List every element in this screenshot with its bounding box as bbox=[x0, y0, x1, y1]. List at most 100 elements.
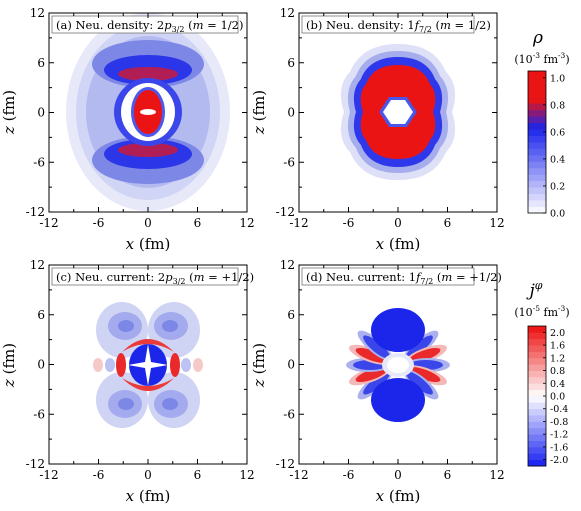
y-tick-label: 6 bbox=[37, 308, 45, 322]
colorbar-jphi-ticks: 2.0 1.61.2 0.8 0.4 0.0-0.4 -0.8 -1.2-1.6 -2.0 bbox=[543, 328, 568, 466]
panel-c-lobe-ur-core bbox=[162, 320, 178, 332]
x-tick-label: 0 bbox=[394, 216, 402, 230]
colorbar-swatch bbox=[528, 389, 546, 397]
panel-c-red-left bbox=[116, 353, 126, 377]
colorbar-swatch bbox=[528, 180, 546, 188]
panel-a: (a) Neu. density: 2p3/2 (m = 1/2) -12 -6 0… bbox=[0, 6, 255, 253]
panel-a-ylabel: z (fm) bbox=[0, 90, 18, 135]
y-tick-label: 0 bbox=[287, 358, 295, 372]
panel-d-heatmap bbox=[346, 308, 450, 422]
colorbar-swatch bbox=[528, 103, 546, 111]
colorbar-swatch bbox=[528, 326, 546, 333]
colorbar-swatch bbox=[528, 109, 546, 117]
colorbar-rho-frame bbox=[527, 70, 547, 214]
panel-c-lobe-lr-core bbox=[162, 398, 178, 410]
colorbar-swatch bbox=[528, 187, 546, 195]
colorbar-tick-label: 1.6 bbox=[550, 341, 565, 352]
x-tick-label: 12 bbox=[239, 216, 254, 230]
panel-b-xlabel: x (fm) bbox=[376, 235, 421, 253]
colorbar-swatch bbox=[528, 446, 546, 454]
x-tick-label: -12 bbox=[39, 468, 58, 482]
colorbar-swatch bbox=[528, 129, 546, 136]
colorbar-tick-label: 0.8 bbox=[550, 100, 565, 111]
colorbar-swatch bbox=[528, 415, 546, 422]
panel-c-side-right-blue bbox=[181, 358, 191, 372]
x-tick-label: 0 bbox=[144, 468, 152, 482]
colorbar-swatch bbox=[528, 148, 546, 156]
panel-b-ticks: -12 -6 0 6 12 -12 -6 0 6 12 bbox=[276, 6, 505, 230]
x-tick-label: -12 bbox=[39, 216, 58, 230]
y-tick-label: 12 bbox=[280, 258, 295, 272]
colorbar-jphi: jφ (10-5 fm-3) 2.0 1.61.2 0.8 0.4 0.0-0.4 -0.… bbox=[514, 279, 570, 467]
panel-d-ray bbox=[357, 330, 393, 361]
colorbar-swatch bbox=[528, 200, 546, 207]
panel-d-ray bbox=[403, 369, 439, 400]
colorbar-swatch bbox=[528, 83, 546, 91]
y-tick-label: 12 bbox=[30, 258, 45, 272]
panel-b: (b) Neu. density: 1f7/2 (m = 1/2) -12 -6 0… bbox=[250, 6, 505, 253]
panel-d-ray bbox=[405, 365, 448, 386]
panel-a-title: (a) Neu. density: 2p3/2 (m = 1/2) bbox=[56, 18, 243, 34]
panel-d: (d) Neu. current: 1f7/2 (m = +1/2) -12 -6… bbox=[250, 258, 505, 505]
y-tick-label: 0 bbox=[287, 106, 295, 120]
colorbar-swatch bbox=[528, 122, 546, 130]
panel-c: (c) Neu. current: 2p3/2 (m = +1/2) -12 -6… bbox=[0, 258, 255, 505]
colorbar-swatch bbox=[528, 71, 546, 78]
panel-c-red-arc-top bbox=[122, 339, 174, 352]
colorbar-jphi-swatches bbox=[528, 326, 546, 467]
colorbar-swatch bbox=[528, 383, 546, 391]
panel-d-ray bbox=[357, 369, 393, 400]
colorbar-rho-ticks: 0.0 0.2 0.4 0.6 0.8 1.0 bbox=[543, 73, 565, 220]
panel-c-core-cross bbox=[128, 344, 168, 386]
colorbar-swatch bbox=[528, 396, 546, 403]
colorbar-tick-label: 0.2 bbox=[550, 181, 565, 192]
panel-c-title-box bbox=[51, 267, 239, 286]
panel-c-ylabel: z (fm) bbox=[0, 343, 18, 388]
colorbar-tick-label: -0.8 bbox=[550, 417, 568, 428]
colorbar-tick-label: -2.0 bbox=[550, 455, 568, 466]
panel-b-ylabel: z (fm) bbox=[250, 90, 268, 135]
panel-d-ray-core bbox=[363, 335, 390, 359]
x-tick-label: 12 bbox=[489, 468, 504, 482]
colorbar-tick-label: 1.2 bbox=[550, 353, 565, 364]
y-tick-label: -12 bbox=[276, 205, 295, 219]
panel-d-ray-core bbox=[406, 335, 433, 359]
y-tick-label: -6 bbox=[283, 155, 295, 169]
panel-a-xlabel: x (fm) bbox=[126, 235, 171, 253]
panel-d-ylabel: z (fm) bbox=[250, 343, 268, 388]
panel-b-heatmap bbox=[340, 44, 456, 180]
panel-d-top-lobe bbox=[371, 308, 425, 352]
panel-c-red-right bbox=[170, 353, 180, 377]
panel-d-ray-core bbox=[355, 347, 388, 363]
colorbar-tick-label: -1.2 bbox=[550, 430, 568, 441]
colorbar-swatch bbox=[528, 364, 546, 371]
panel-c-side-left-red bbox=[93, 358, 103, 372]
colorbar-swatch bbox=[528, 77, 546, 85]
colorbar-rho: ρ (10-3 fm-3) 0.0 0.2 0.4 0.6 0.8 1.0 bbox=[514, 28, 569, 220]
colorbar-tick-label: 0.0 bbox=[550, 392, 565, 403]
colorbar-jphi-symbol: jφ bbox=[526, 279, 543, 301]
colorbar-swatch bbox=[528, 370, 546, 378]
panel-c-title: (c) Neu. current: 2p3/2 (m = +1/2) bbox=[56, 270, 254, 286]
colorbar-tick-label: 0.0 bbox=[550, 209, 565, 220]
colorbar-swatch bbox=[528, 174, 546, 182]
colorbar-swatch bbox=[528, 434, 546, 441]
x-tick-label: 6 bbox=[194, 216, 202, 230]
colorbar-swatch bbox=[528, 402, 546, 410]
panel-d-title-box bbox=[301, 267, 475, 286]
panel-c-side-left-blue bbox=[105, 358, 115, 372]
y-tick-label: -12 bbox=[26, 457, 45, 471]
colorbar-swatch bbox=[528, 154, 546, 162]
colorbar-swatch bbox=[528, 167, 546, 175]
panel-a-lobe-top-core bbox=[118, 67, 178, 81]
colorbar-swatch bbox=[528, 351, 546, 359]
y-tick-label: -6 bbox=[33, 155, 45, 169]
panel-d-xlabel: x (fm) bbox=[376, 487, 421, 505]
panel-d-ray bbox=[403, 330, 439, 361]
colorbar-swatch bbox=[528, 453, 546, 461]
colorbar-tick-label: 0.4 bbox=[550, 154, 565, 165]
colorbar-rho-unit: (10-3 fm-3) bbox=[514, 51, 569, 66]
x-tick-label: 0 bbox=[144, 216, 152, 230]
colorbar-swatch bbox=[528, 206, 546, 214]
y-tick-label: 6 bbox=[287, 308, 295, 322]
